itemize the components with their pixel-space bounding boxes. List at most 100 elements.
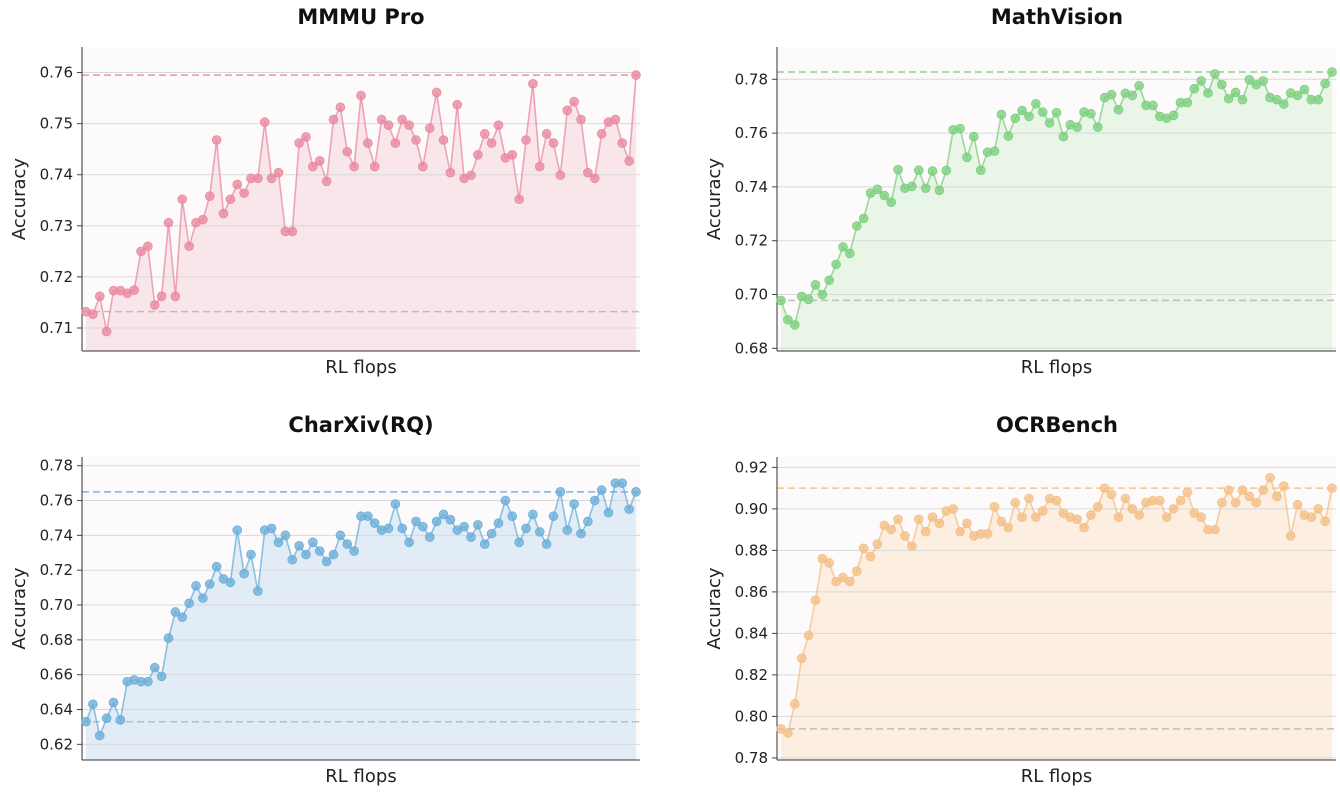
y-tick-label: 0.86 <box>735 583 768 601</box>
y-tick-label: 0.88 <box>735 541 768 559</box>
data-point <box>1086 108 1096 119</box>
data-point <box>1161 512 1172 522</box>
data-point <box>225 577 236 588</box>
data-point <box>321 176 332 187</box>
data-point <box>1292 90 1303 101</box>
data-point <box>1010 497 1020 508</box>
data-point <box>94 730 105 741</box>
data-point <box>548 511 559 522</box>
data-point <box>473 150 483 160</box>
area-fill <box>781 477 1332 760</box>
data-point <box>1223 485 1234 496</box>
data-point <box>101 326 112 337</box>
y-tick-label: 0.76 <box>40 492 73 510</box>
data-point <box>1230 87 1241 98</box>
data-point <box>1044 118 1055 128</box>
data-point <box>81 716 91 727</box>
y-tick-label: 0.82 <box>735 666 768 684</box>
data-point <box>920 183 931 194</box>
data-point <box>872 184 883 195</box>
data-point <box>232 179 243 190</box>
data-point <box>631 487 641 497</box>
data-point <box>589 495 600 506</box>
data-point <box>989 502 1000 512</box>
data-point <box>1327 483 1337 493</box>
data-point <box>569 96 579 107</box>
data-point <box>1251 497 1262 508</box>
data-point <box>301 549 311 560</box>
y-axis-label: Accuracy <box>704 158 725 241</box>
data-point <box>184 598 194 609</box>
data-point <box>1010 113 1020 124</box>
data-point <box>184 241 194 252</box>
y-tick-label: 0.78 <box>40 457 73 475</box>
data-point <box>383 523 394 534</box>
data-point <box>411 516 421 527</box>
data-point <box>1024 493 1034 504</box>
data-point <box>521 135 531 145</box>
data-point <box>1086 510 1096 520</box>
data-point <box>838 572 848 583</box>
data-point <box>996 109 1007 120</box>
data-point <box>1024 111 1034 122</box>
data-point <box>335 530 346 541</box>
data-point <box>1079 522 1089 533</box>
chart-title: CharXiv(RQ) <box>288 413 433 437</box>
data-point <box>431 516 442 527</box>
data-point <box>376 114 387 125</box>
data-point <box>356 90 366 101</box>
data-point <box>817 553 828 564</box>
data-point <box>576 114 586 125</box>
data-point <box>266 523 277 534</box>
data-point <box>1313 94 1324 105</box>
data-point <box>907 541 917 552</box>
data-point <box>1237 94 1248 105</box>
data-point <box>363 511 373 522</box>
data-point <box>1003 131 1014 141</box>
data-point <box>1182 97 1193 108</box>
data-point <box>1299 84 1310 95</box>
data-point <box>562 525 573 535</box>
y-tick-label: 0.72 <box>735 232 768 250</box>
data-point <box>1099 483 1110 493</box>
data-point <box>294 541 304 551</box>
data-point <box>266 173 277 184</box>
data-point <box>493 120 504 130</box>
data-point <box>1003 522 1014 533</box>
data-point <box>851 566 862 576</box>
y-axis-label: Accuracy <box>704 567 725 650</box>
data-point <box>1278 99 1289 109</box>
data-point <box>1182 487 1193 498</box>
data-point <box>1051 495 1062 506</box>
data-point <box>796 653 807 664</box>
data-point <box>445 514 456 525</box>
data-point <box>962 518 972 529</box>
y-tick-label: 0.84 <box>735 624 768 642</box>
data-point <box>239 188 249 198</box>
data-point <box>817 289 828 300</box>
data-point <box>1189 508 1200 518</box>
data-point <box>1217 497 1227 508</box>
data-point <box>479 129 490 139</box>
data-point <box>1327 67 1337 77</box>
data-point <box>314 546 325 556</box>
data-point <box>927 166 938 176</box>
data-point <box>858 543 869 554</box>
data-point <box>948 504 958 514</box>
data-point <box>94 291 105 302</box>
y-tick-label: 0.70 <box>40 596 73 614</box>
data-point <box>1134 80 1144 91</box>
x-axis-label: RL flops <box>1021 766 1092 787</box>
data-point <box>1223 93 1234 104</box>
data-point <box>1258 76 1268 86</box>
data-point <box>129 285 139 296</box>
data-point <box>603 507 614 518</box>
data-point <box>211 135 222 145</box>
data-point <box>321 556 332 567</box>
data-point <box>424 532 435 542</box>
data-point <box>583 516 593 527</box>
chart-title: MathVision <box>991 5 1123 29</box>
data-point <box>479 539 490 549</box>
area-fill <box>86 75 636 351</box>
